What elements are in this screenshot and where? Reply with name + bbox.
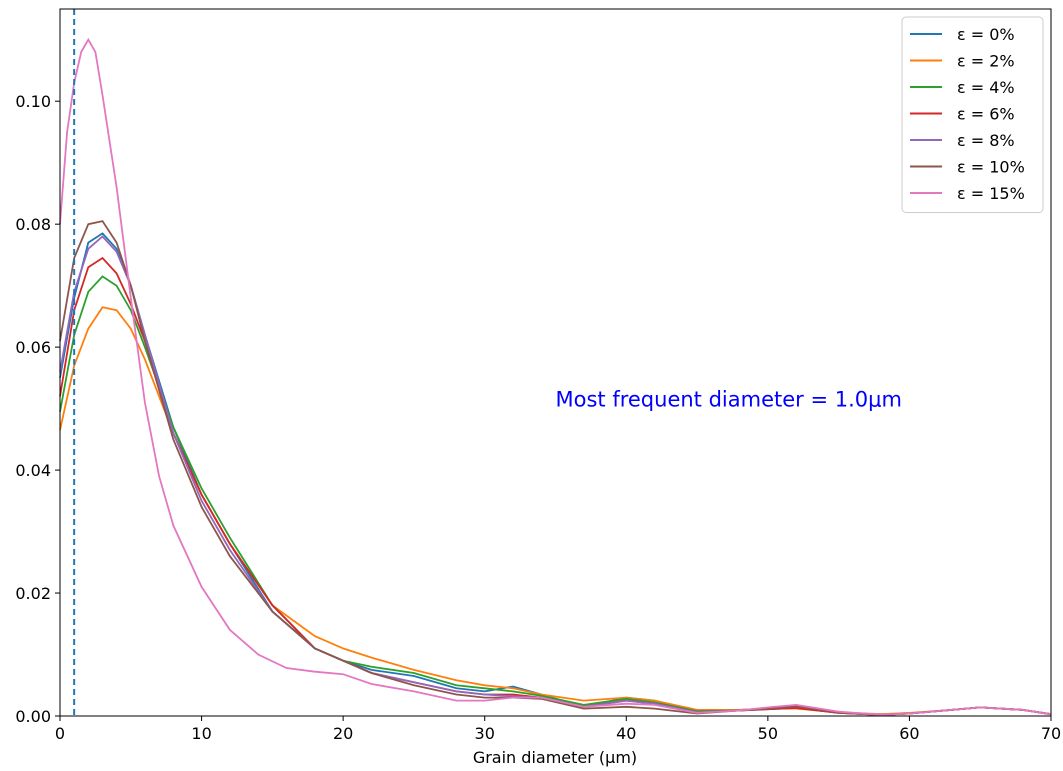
y-tick-label: 0.04 [15,461,51,480]
legend-label-5: ε = 10% [957,158,1025,177]
series-line-4 [59,235,1052,716]
series-line-0 [59,232,1052,716]
y-tick-label: 0.08 [15,215,51,234]
y-tick-label: 0.06 [15,338,51,357]
legend-label-1: ε = 2% [957,52,1015,71]
y-tick-label: 0.02 [15,584,51,603]
x-axis-ticks: 0 10 20 30 40 50 60 70 [55,716,1061,743]
legend-box [901,16,1044,213]
x-axis-label: Grain diameter (μm) [473,748,637,767]
x-tick-label: 70 [1041,724,1061,743]
x-tick-label: 30 [475,724,495,743]
plot-lines [59,9,1052,716]
series-line-6 [59,37,1052,716]
x-tick-label: 40 [616,724,636,743]
x-tick-label: 50 [758,724,778,743]
legend-label-0: ε = 0% [957,25,1015,44]
series-line-2 [59,275,1052,716]
y-tick-label: 0.10 [15,92,51,111]
series-line-1 [59,306,1052,716]
legend-label-2: ε = 4% [957,78,1015,97]
y-axis-ticks: 0.00 0.02 0.04 0.06 0.08 0.10 [15,92,60,726]
y-tick-label: 0.00 [15,707,51,726]
legend: ε = 0% ε = 2% ε = 4% ε = 6% ε = 8% ε = 10% ε =… [901,16,1044,213]
legend-label-4: ε = 8% [957,131,1015,150]
x-tick-label: 10 [191,724,211,743]
annotation-text: Most frequent diameter = 1.0μm [556,388,902,412]
legend-label-6: ε = 15% [957,184,1025,203]
plot-frame [59,8,1052,717]
x-tick-label: 20 [333,724,353,743]
x-tick-label: 0 [55,724,65,743]
x-tick-label: 60 [899,724,919,743]
series-line-3 [59,256,1052,716]
series-line-5 [59,220,1052,716]
legend-label-3: ε = 6% [957,105,1015,124]
